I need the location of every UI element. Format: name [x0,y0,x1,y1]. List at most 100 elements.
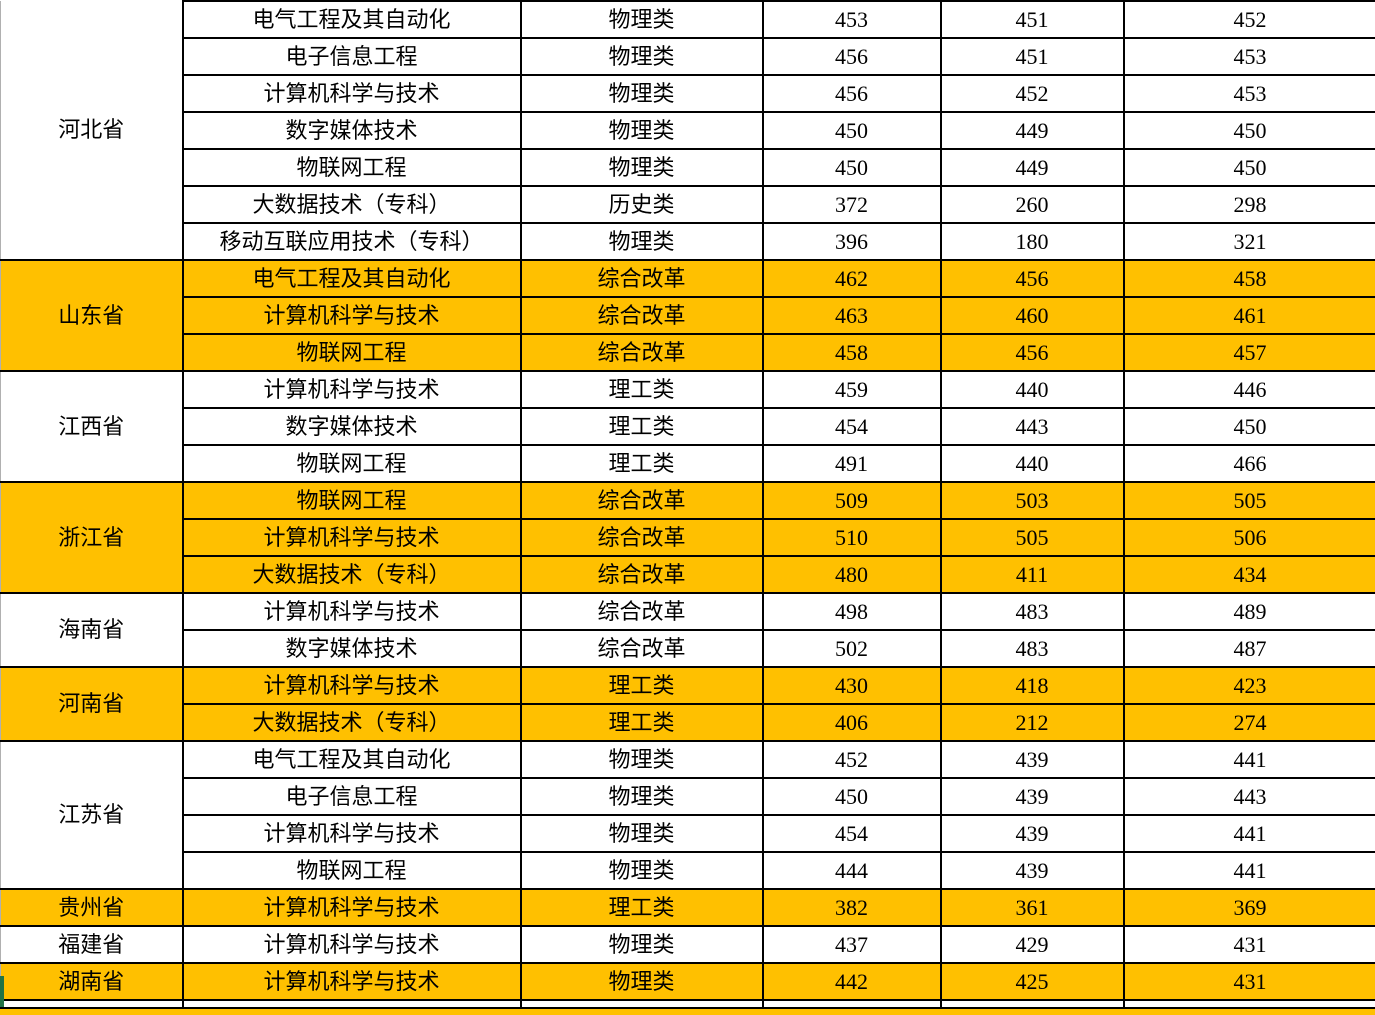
score-cell[interactable]: 431 [1122,962,1375,1001]
score-cell[interactable]: 505 [939,518,1125,557]
category-cell[interactable]: 综合改革 [519,333,764,372]
category-cell[interactable]: 理工类 [519,444,764,483]
category-cell[interactable]: 物理类 [519,777,764,816]
score-cell[interactable]: 430 [761,666,942,705]
category-cell[interactable]: 综合改革 [519,592,764,631]
score-cell[interactable]: 459 [761,370,942,409]
category-cell[interactable]: 物理类 [519,925,764,964]
score-cell[interactable]: 429 [939,925,1125,964]
score-cell[interactable]: 487 [1122,629,1375,668]
score-cell[interactable]: 452 [1122,0,1375,39]
major-cell[interactable]: 电气工程及其自动化 [181,0,522,39]
category-cell[interactable]: 物理类 [519,222,764,261]
score-cell[interactable]: 443 [1122,777,1375,816]
score-cell[interactable]: 450 [1122,407,1375,446]
score-cell[interactable]: 502 [761,629,942,668]
province-cell[interactable]: 江西省 [0,370,184,483]
category-cell[interactable]: 理工类 [519,666,764,705]
score-cell[interactable]: 463 [761,296,942,335]
major-cell[interactable]: 电子信息工程 [181,37,522,76]
major-cell[interactable]: 计算机科学与技术 [181,74,522,113]
score-cell[interactable]: 449 [939,111,1125,150]
score-cell[interactable]: 458 [761,333,942,372]
major-cell[interactable]: 物联网工程 [181,444,522,483]
score-cell[interactable]: 449 [939,148,1125,187]
major-cell[interactable]: 移动互联应用技术（专科） [181,222,522,261]
score-cell[interactable]: 466 [1122,444,1375,483]
category-cell[interactable]: 物理类 [519,0,764,39]
score-cell[interactable]: 506 [1122,518,1375,557]
category-cell[interactable]: 物理类 [519,740,764,779]
score-cell[interactable]: 456 [761,37,942,76]
score-cell[interactable]: 439 [939,740,1125,779]
score-cell[interactable]: 457 [1122,333,1375,372]
major-cell[interactable]: 物联网工程 [181,851,522,890]
score-cell[interactable]: 450 [1122,111,1375,150]
score-cell[interactable]: 460 [939,296,1125,335]
category-cell[interactable]: 理工类 [519,888,764,927]
score-cell[interactable]: 441 [1122,814,1375,853]
category-cell[interactable]: 理工类 [519,703,764,742]
score-cell[interactable]: 454 [761,407,942,446]
category-cell[interactable]: 理工类 [519,407,764,446]
score-cell[interactable]: 439 [939,777,1125,816]
major-cell[interactable]: 电气工程及其自动化 [181,259,522,298]
score-cell[interactable]: 505 [1122,481,1375,520]
score-cell[interactable]: 452 [761,740,942,779]
major-cell[interactable]: 计算机科学与技术 [181,888,522,927]
score-cell[interactable]: 423 [1122,666,1375,705]
province-cell[interactable]: 浙江省 [0,481,184,594]
major-cell[interactable]: 计算机科学与技术 [181,925,522,964]
province-cell[interactable]: 福建省 [0,925,184,964]
score-cell[interactable]: 480 [761,555,942,594]
major-cell[interactable]: 物联网工程 [181,333,522,372]
category-cell[interactable]: 物理类 [519,814,764,853]
category-cell[interactable]: 综合改革 [519,296,764,335]
category-cell[interactable]: 物理类 [519,148,764,187]
score-cell[interactable]: 456 [939,259,1125,298]
province-cell[interactable]: 江苏省 [0,740,184,890]
major-cell[interactable]: 数字媒体技术 [181,111,522,150]
score-cell[interactable]: 298 [1122,185,1375,224]
major-cell[interactable]: 大数据技术（专科） [181,703,522,742]
score-cell[interactable]: 483 [939,629,1125,668]
score-cell[interactable]: 321 [1122,222,1375,261]
score-cell[interactable]: 453 [761,0,942,39]
major-cell[interactable]: 计算机科学与技术 [181,592,522,631]
category-cell[interactable]: 综合改革 [519,555,764,594]
score-cell[interactable]: 462 [761,259,942,298]
category-cell[interactable]: 物理类 [519,37,764,76]
category-cell[interactable]: 综合改革 [519,629,764,668]
major-cell[interactable]: 电气工程及其自动化 [181,740,522,779]
category-cell[interactable]: 综合改革 [519,481,764,520]
score-cell[interactable]: 274 [1122,703,1375,742]
major-cell[interactable]: 数字媒体技术 [181,629,522,668]
province-cell[interactable]: 贵州省 [0,888,184,927]
score-cell[interactable]: 180 [939,222,1125,261]
score-cell[interactable]: 452 [939,74,1125,113]
province-cell[interactable]: 海南省 [0,592,184,668]
score-cell[interactable]: 382 [761,888,942,927]
score-cell[interactable]: 446 [1122,370,1375,409]
major-cell[interactable]: 计算机科学与技术 [181,666,522,705]
province-cell[interactable]: 河南省 [0,666,184,742]
category-cell[interactable]: 历史类 [519,185,764,224]
category-cell[interactable]: 综合改革 [519,259,764,298]
score-cell[interactable]: 450 [1122,148,1375,187]
score-cell[interactable]: 369 [1122,888,1375,927]
category-cell[interactable]: 理工类 [519,370,764,409]
score-cell[interactable]: 456 [761,74,942,113]
score-cell[interactable]: 510 [761,518,942,557]
score-cell[interactable]: 503 [939,481,1125,520]
score-cell[interactable]: 434 [1122,555,1375,594]
major-cell[interactable]: 数字媒体技术 [181,407,522,446]
score-cell[interactable]: 440 [939,444,1125,483]
score-cell[interactable]: 461 [1122,296,1375,335]
category-cell[interactable]: 物理类 [519,851,764,890]
score-cell[interactable]: 458 [1122,259,1375,298]
score-cell[interactable]: 437 [761,925,942,964]
score-cell[interactable]: 453 [1122,37,1375,76]
score-cell[interactable]: 509 [761,481,942,520]
score-cell[interactable]: 444 [761,851,942,890]
score-cell[interactable]: 453 [1122,74,1375,113]
